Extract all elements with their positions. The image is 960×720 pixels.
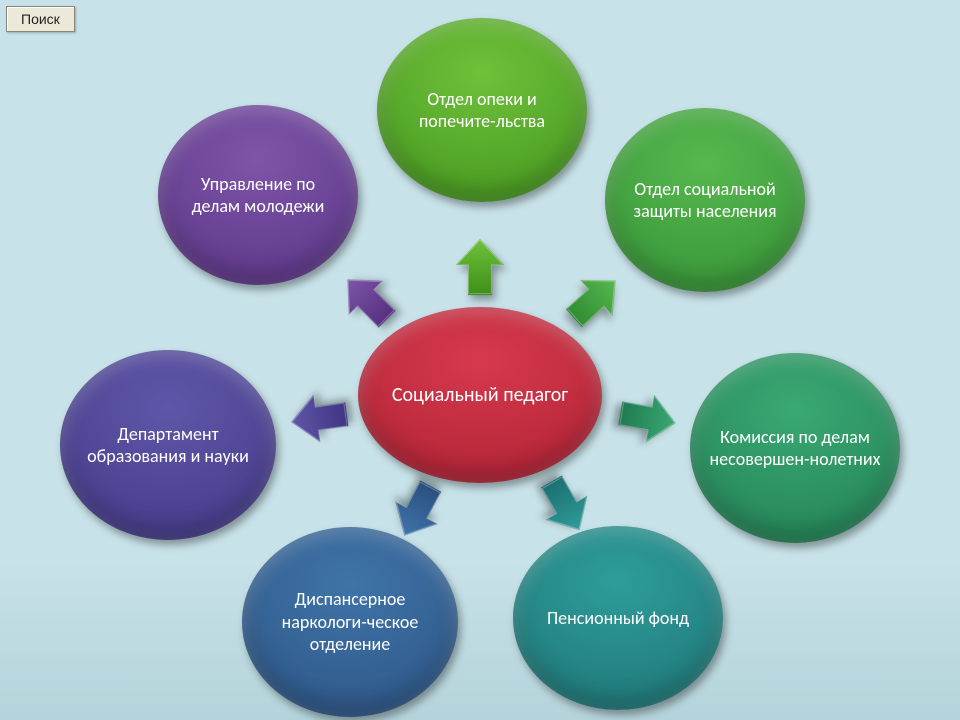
block-arrow-icon — [328, 260, 409, 341]
arrow-to-komissia — [612, 387, 682, 449]
node-dept-label: Департамент образования и науки — [78, 423, 258, 468]
node-molodezh: Управление по делам молодежи — [158, 105, 358, 285]
block-arrow-icon — [612, 387, 682, 449]
node-soczashita-label: Отдел социальной защиты населения — [623, 178, 787, 223]
node-dept: Департамент образования и науки — [60, 350, 276, 540]
node-komissia: Комиссия по делам несовершен-нолетних — [690, 353, 900, 543]
node-pension-label: Пенсионный фонд — [547, 607, 689, 630]
block-arrow-icon — [454, 237, 506, 299]
block-arrow-icon — [554, 260, 635, 340]
node-opeka: Отдел опеки и попечите-льства — [377, 18, 587, 202]
arrow-to-opeka — [454, 237, 506, 299]
arrow-to-soczashita — [554, 260, 635, 340]
search-button[interactable]: Поиск — [6, 6, 75, 32]
node-narko: Диспансерное наркологи-ческое отделение — [242, 527, 458, 717]
node-pension: Пенсионный фонд — [513, 526, 723, 710]
center-node-label: Социальный педагог — [392, 383, 568, 408]
diagram-canvas: Поиск — [0, 0, 960, 720]
arrow-to-dept — [286, 388, 355, 448]
block-arrow-icon — [286, 388, 355, 448]
node-opeka-label: Отдел опеки и попечите-льства — [395, 88, 569, 133]
node-komissia-label: Комиссия по делам несовершен-нолетних — [708, 426, 882, 471]
node-molodezh-label: Управление по делам молодежи — [176, 173, 340, 218]
center-node: Социальный педагог — [358, 307, 602, 483]
node-soczashita: Отдел социальной защиты населения — [605, 108, 805, 292]
node-narko-label: Диспансерное наркологи-ческое отделение — [260, 588, 440, 656]
arrow-to-molodezh — [328, 260, 409, 341]
